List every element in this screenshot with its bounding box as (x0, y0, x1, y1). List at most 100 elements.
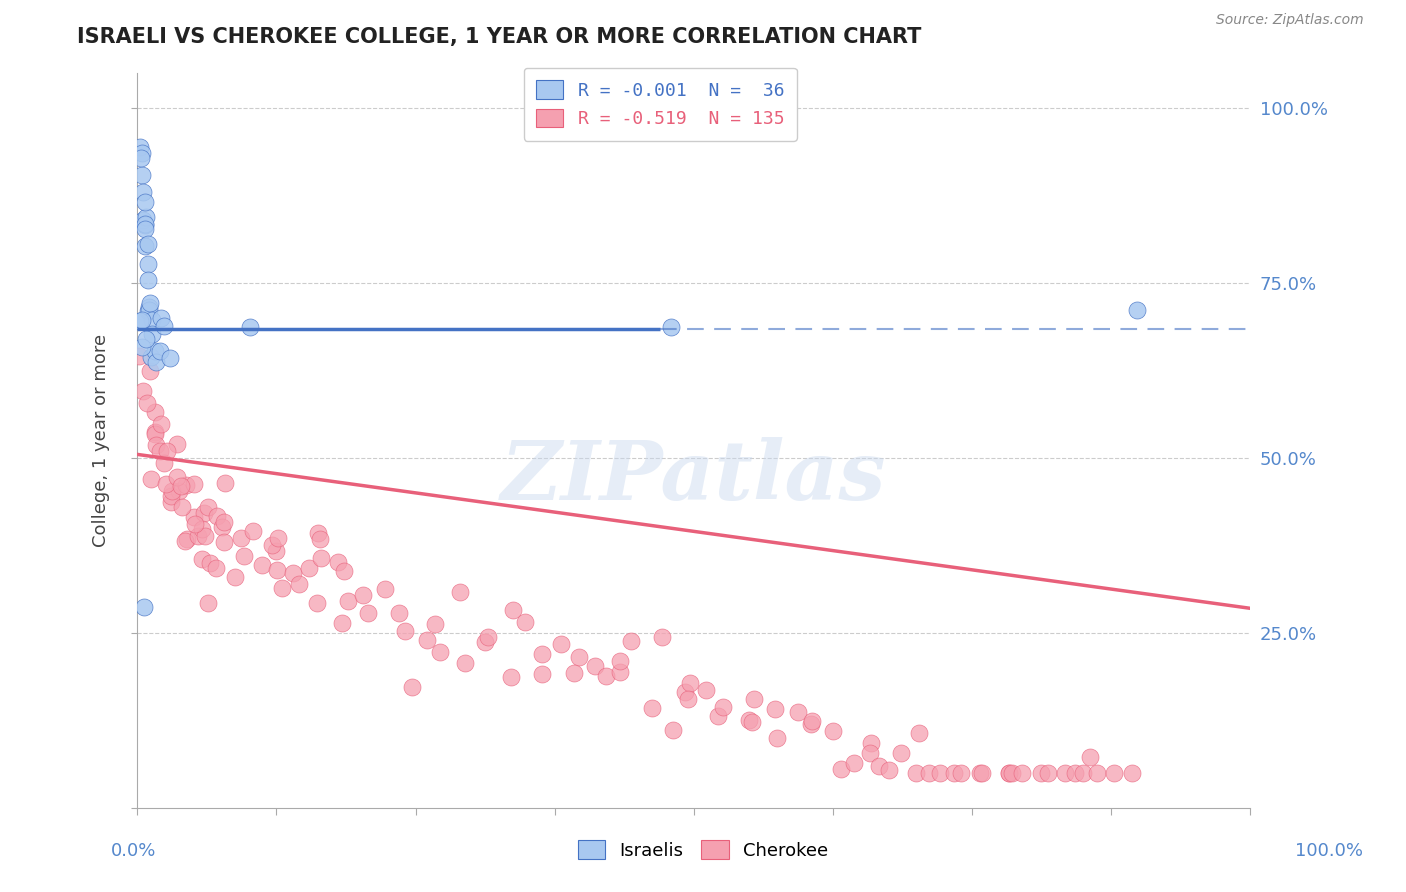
Point (152, 318, 174, 333)
Point (159, 495, 181, 509)
Point (136, 273, 159, 287)
Point (187, 529, 209, 543)
Point (550, 637, 572, 651)
Point (132, 599, 155, 614)
Point (800, 717, 823, 731)
Text: ISRAELI VS CHEROKEE COLLEGE, 1 YEAR OR MORE CORRELATION CHART: ISRAELI VS CHEROKEE COLLEGE, 1 YEAR OR M… (77, 27, 922, 46)
Point (830, 762, 852, 776)
Point (145, 438, 167, 452)
Point (143, 344, 166, 359)
Point (145, 355, 167, 369)
Point (242, 524, 264, 538)
Y-axis label: College, 1 year or more: College, 1 year or more (93, 334, 110, 547)
Point (149, 417, 172, 431)
Point (160, 489, 183, 503)
Point (156, 444, 179, 458)
Point (1078, 749, 1101, 764)
Point (908, 725, 931, 739)
Point (129, 140, 152, 154)
Point (155, 476, 177, 491)
Point (139, 471, 162, 485)
Point (970, 765, 993, 780)
Point (153, 456, 176, 470)
Point (763, 702, 786, 716)
Point (270, 581, 292, 595)
Point (131, 151, 153, 165)
Point (134, 218, 156, 232)
Point (139, 350, 162, 364)
Point (298, 561, 321, 575)
Point (309, 550, 332, 565)
Point (583, 659, 606, 673)
Point (641, 700, 664, 714)
Point (609, 665, 631, 680)
Point (501, 670, 523, 684)
Point (562, 666, 585, 681)
Point (166, 437, 188, 451)
Point (332, 564, 354, 578)
Point (1126, 303, 1149, 318)
Point (134, 238, 156, 252)
Point (143, 427, 166, 442)
Point (787, 705, 810, 719)
Point (224, 570, 246, 584)
Point (170, 479, 193, 493)
Point (136, 257, 159, 271)
Point (388, 606, 411, 620)
Point (706, 708, 728, 723)
Point (1038, 765, 1060, 780)
Point (998, 765, 1021, 780)
Point (131, 145, 153, 160)
Point (695, 682, 717, 697)
Point (191, 522, 214, 536)
Point (174, 478, 197, 492)
Point (890, 746, 912, 760)
Point (184, 516, 207, 531)
Text: 100.0%: 100.0% (1295, 842, 1362, 860)
Point (531, 667, 554, 681)
Point (266, 563, 288, 577)
Point (197, 596, 219, 610)
Point (129, 313, 152, 327)
Point (309, 533, 332, 547)
Point (737, 713, 759, 727)
Point (416, 633, 439, 648)
Point (204, 561, 226, 575)
Point (183, 509, 205, 524)
Point (143, 405, 166, 419)
Point (193, 506, 215, 520)
Point (132, 185, 155, 199)
Point (149, 444, 172, 458)
Point (1063, 765, 1085, 780)
Point (132, 384, 155, 399)
Point (904, 765, 927, 780)
Point (357, 606, 380, 620)
Point (288, 576, 311, 591)
Point (231, 531, 253, 545)
Point (1011, 765, 1033, 780)
Text: 0.0%: 0.0% (111, 842, 156, 860)
Point (449, 584, 471, 599)
Point (401, 680, 423, 694)
Point (859, 746, 882, 760)
Point (281, 566, 304, 580)
Point (136, 303, 159, 318)
Legend: R = -0.001  N =  36, R = -0.519  N = 135: R = -0.001 N = 36, R = -0.519 N = 135 (523, 68, 797, 141)
Point (138, 364, 160, 378)
Point (766, 731, 789, 746)
Point (394, 624, 416, 639)
Point (477, 630, 499, 644)
Point (513, 615, 536, 630)
Point (149, 344, 172, 359)
Point (661, 320, 683, 334)
Point (429, 645, 451, 659)
Point (742, 691, 765, 706)
Point (651, 630, 673, 644)
Point (821, 724, 844, 739)
Point (250, 558, 273, 573)
Point (595, 669, 617, 683)
Point (868, 759, 890, 773)
Point (860, 736, 883, 750)
Point (1000, 765, 1022, 780)
Point (673, 685, 696, 699)
